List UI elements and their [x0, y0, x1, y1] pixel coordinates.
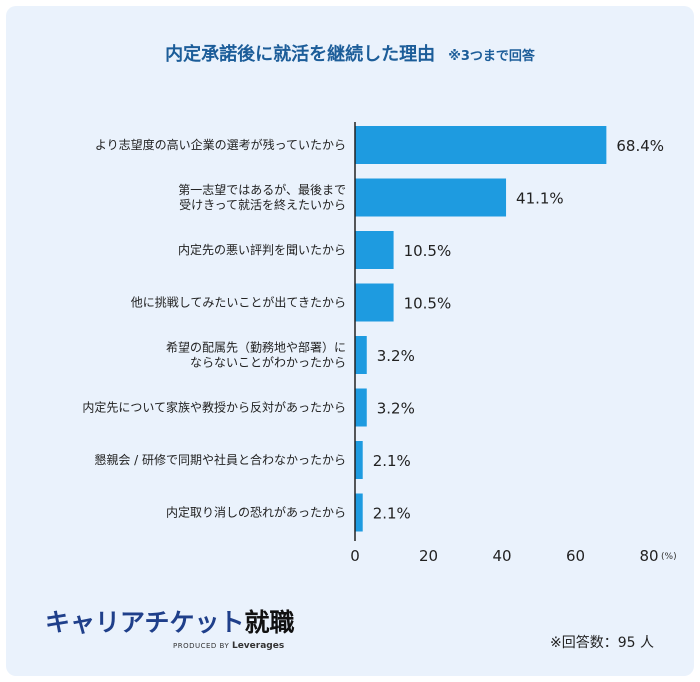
bar	[355, 441, 363, 479]
chart-card	[6, 6, 694, 676]
value-label: 10.5%	[404, 242, 452, 260]
x-tick-label: 60	[566, 547, 585, 565]
category-label: より志望度の高い企業の選考が残っていたから	[95, 137, 346, 152]
produced-company: Leverages	[231, 641, 285, 651]
brand-name: キャリアチケット就職	[45, 603, 295, 639]
produced-by: PRODUCED BY Leverages	[173, 641, 284, 651]
bar	[355, 178, 507, 217]
brand-logo: キャリアチケット就職 PRODUCED BY Leverages	[45, 603, 295, 651]
x-tick-label: 20	[419, 547, 438, 565]
brand-main-text: キャリアチケット	[45, 608, 245, 637]
brand-accent-text: 就職	[244, 608, 295, 637]
value-label: 2.1%	[373, 505, 411, 523]
value-label: 68.4%	[616, 137, 664, 155]
category-label: 内定取り消しの恐れがあったから	[166, 505, 346, 520]
respondents-count: ※回答数：95 人	[550, 635, 654, 651]
x-tick-label: 40	[492, 547, 511, 565]
value-label: 2.1%	[373, 452, 411, 470]
value-label: 10.5%	[404, 295, 452, 313]
value-label: 41.1%	[516, 190, 564, 208]
chart-title-text: 内定承諾後に就活を継続した理由	[165, 44, 436, 65]
category-label: 内定先の悪い評判を聞いたから	[178, 242, 346, 257]
bar	[355, 231, 394, 269]
x-tick-label: 0	[350, 547, 360, 565]
value-label: 3.2%	[377, 347, 415, 365]
chart-title: 内定承諾後に就活を継続した理由 ※3つまで回答	[0, 40, 700, 66]
chart-title-note: ※3つまで回答	[448, 49, 535, 64]
bar	[355, 388, 367, 427]
bar	[355, 126, 607, 164]
value-label: 3.2%	[377, 400, 415, 418]
bar	[355, 493, 363, 532]
x-tick-label: 80	[639, 547, 658, 565]
x-axis-unit: (%)	[661, 552, 677, 562]
bar	[355, 283, 394, 322]
category-label: 他に挑戦してみたいことが出てきたから	[131, 295, 346, 310]
category-label: 内定先について家族や教授から反対があったから	[82, 400, 346, 415]
category-label: 懇親会 / 研修で同期や社員と合わなかったから	[94, 452, 346, 467]
category-label: 第一志望ではあるが、最後まで受けきって就活を終えたいから	[178, 182, 346, 212]
produced-by-text: PRODUCED BY	[173, 642, 230, 650]
bar	[355, 336, 367, 374]
category-label: 希望の配属先（勤務地や部署）にならないことがわかったから	[166, 340, 346, 370]
